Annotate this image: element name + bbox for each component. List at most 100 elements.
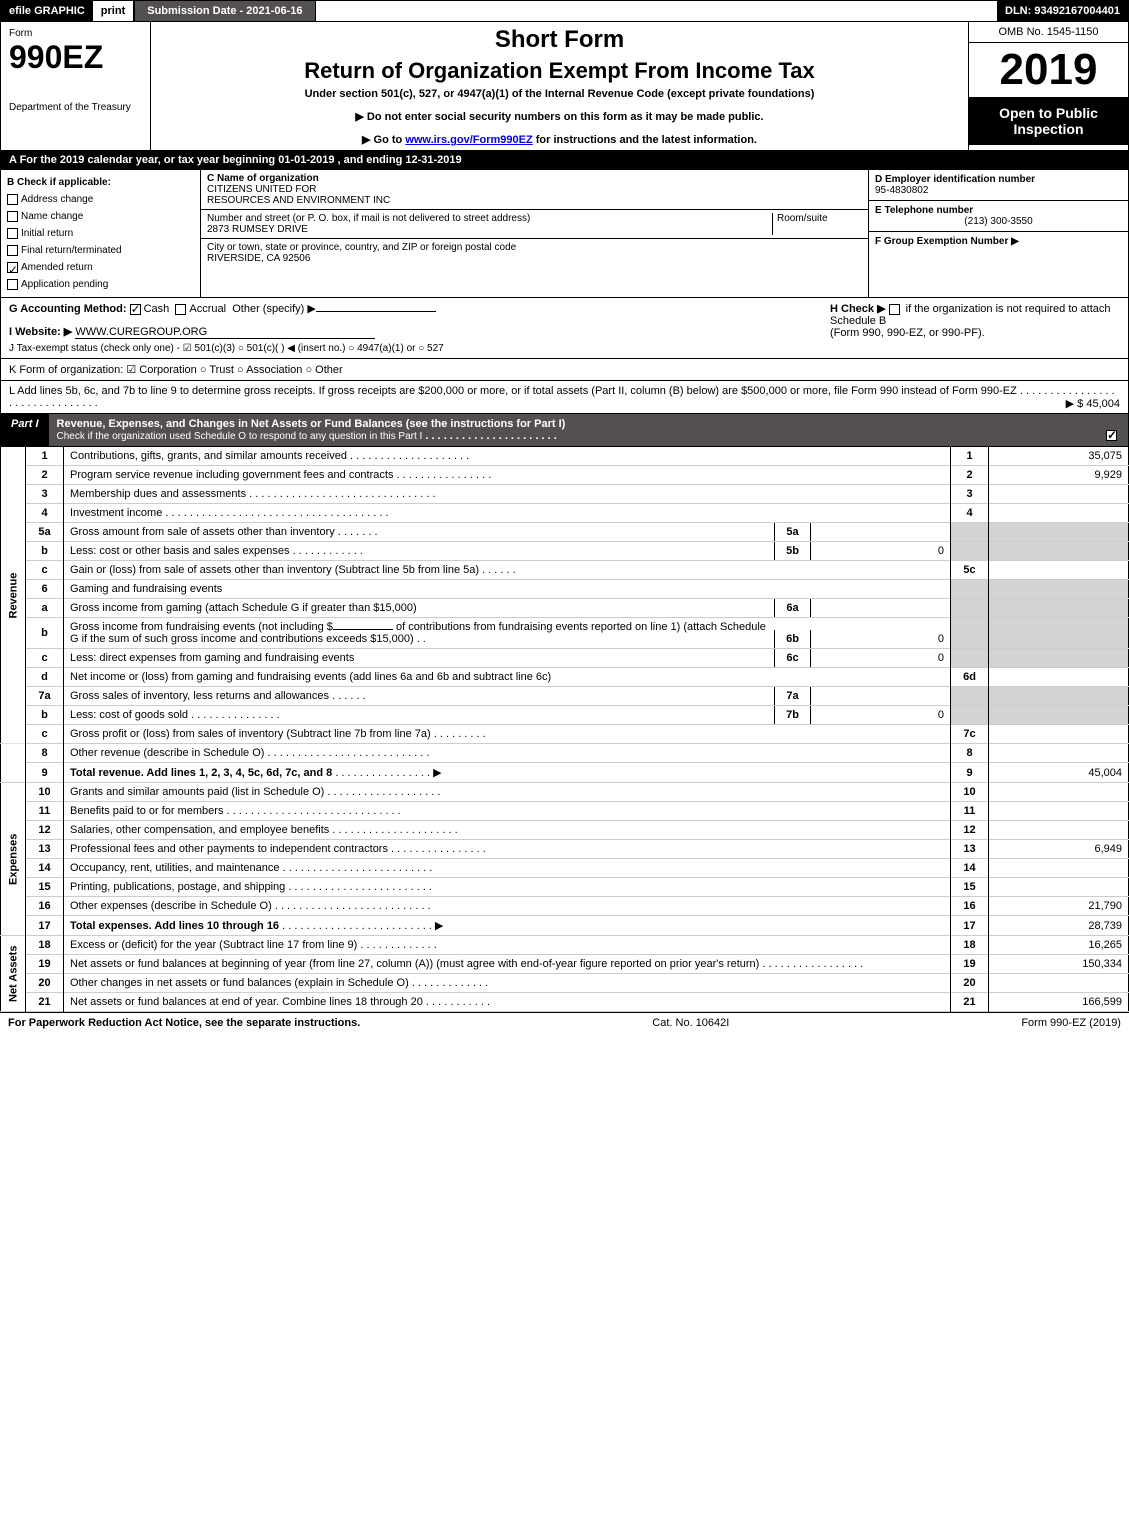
d-block: D Employer identification number 95-4830… bbox=[869, 170, 1128, 201]
h-text2: (Form 990, 990-EZ, or 990-PF). bbox=[830, 327, 985, 339]
footer-left: For Paperwork Reduction Act Notice, see … bbox=[8, 1017, 360, 1029]
l16-desc: Other expenses (describe in Schedule O) bbox=[70, 900, 272, 912]
line-20: 20Other changes in net assets or fund ba… bbox=[1, 974, 1129, 993]
line-10: Expenses10Grants and similar amounts pai… bbox=[1, 783, 1129, 802]
form-right-block: OMB No. 1545-1150 2019 Open to Public In… bbox=[968, 22, 1128, 150]
line-15: 15Printing, publications, postage, and s… bbox=[1, 878, 1129, 897]
form-title-block: Short Form Return of Organization Exempt… bbox=[151, 22, 968, 150]
line-9: 9Total revenue. Add lines 1, 2, 3, 4, 5c… bbox=[1, 763, 1129, 783]
l6b-blank[interactable] bbox=[333, 629, 393, 630]
line-5a: 5aGross amount from sale of assets other… bbox=[1, 523, 1129, 542]
line-8: 8Other revenue (describe in Schedule O) … bbox=[1, 744, 1129, 763]
l6a-desc: Gross income from gaming (attach Schedul… bbox=[70, 602, 417, 614]
line-16: 16Other expenses (describe in Schedule O… bbox=[1, 897, 1129, 916]
l15-desc: Printing, publications, postage, and shi… bbox=[70, 881, 285, 893]
line-17: 17Total expenses. Add lines 10 through 1… bbox=[1, 916, 1129, 936]
cb-amended[interactable] bbox=[7, 262, 18, 273]
line-6c: cLess: direct expenses from gaming and f… bbox=[1, 649, 1129, 668]
l17-desc: Total expenses. Add lines 10 through 16 bbox=[70, 920, 279, 932]
form-number: 990EZ bbox=[9, 39, 142, 76]
l6c-desc: Less: direct expenses from gaming and fu… bbox=[70, 652, 354, 664]
cb-accrual[interactable] bbox=[175, 304, 186, 315]
right-info: D Employer identification number 95-4830… bbox=[868, 170, 1128, 297]
c-name: CITIZENS UNITED FOR RESOURCES AND ENVIRO… bbox=[207, 184, 862, 206]
opt-name: Name change bbox=[7, 208, 194, 225]
f-label: F Group Exemption Number ▶ bbox=[875, 236, 1122, 247]
tax-year: 2019 bbox=[969, 43, 1128, 97]
irs-link[interactable]: www.irs.gov/Form990EZ bbox=[405, 134, 532, 146]
line-1: Revenue 1Contributions, gifts, grants, a… bbox=[1, 447, 1129, 466]
part1-title: Revenue, Expenses, and Changes in Net As… bbox=[49, 414, 1128, 446]
h-label: H Check ▶ bbox=[830, 303, 886, 315]
form-id-block: Form 990EZ Department of the Treasury bbox=[1, 22, 151, 150]
g-other-line[interactable] bbox=[316, 311, 436, 312]
addr-val: 2873 RUMSEY DRIVE bbox=[207, 224, 772, 235]
row-l: L Add lines 5b, 6c, and 7b to line 9 to … bbox=[0, 381, 1129, 414]
addr-row: Number and street (or P. O. box, if mail… bbox=[201, 210, 868, 239]
cb-initial[interactable] bbox=[7, 228, 18, 239]
d-label: D Employer identification number bbox=[875, 174, 1122, 185]
cb-name[interactable] bbox=[7, 211, 18, 222]
part1-title-text: Revenue, Expenses, and Changes in Net As… bbox=[57, 418, 566, 430]
c-label: C Name of organization bbox=[207, 173, 862, 184]
l11-desc: Benefits paid to or for members bbox=[70, 805, 223, 817]
print-button[interactable]: print bbox=[93, 1, 135, 21]
top-bar: efile GRAPHIC print Submission Date - 20… bbox=[0, 0, 1129, 22]
dept-label: Department of the Treasury bbox=[9, 102, 142, 113]
goto-post: for instructions and the latest informat… bbox=[533, 134, 757, 146]
cb-h[interactable] bbox=[889, 304, 900, 315]
org-info: C Name of organization CITIZENS UNITED F… bbox=[201, 170, 868, 297]
h-block: H Check ▶ if the organization is not req… bbox=[820, 302, 1120, 354]
section-b: B Check if applicable: Address change Na… bbox=[0, 170, 1129, 298]
cb-part1[interactable] bbox=[1106, 430, 1117, 441]
line-7c: cGross profit or (loss) from sales of in… bbox=[1, 725, 1129, 744]
l19-desc: Net assets or fund balances at beginning… bbox=[70, 958, 759, 970]
open-public-label: Open to Public Inspection bbox=[969, 97, 1128, 145]
cb-pending[interactable] bbox=[7, 279, 18, 290]
city-row: City or town, state or province, country… bbox=[201, 239, 868, 267]
short-form-title: Short Form bbox=[159, 26, 960, 54]
line-18: Net Assets18Excess or (deficit) for the … bbox=[1, 936, 1129, 955]
cb-final[interactable] bbox=[7, 245, 18, 256]
line-11: 11Benefits paid to or for members . . . … bbox=[1, 802, 1129, 821]
l5a-desc: Gross amount from sale of assets other t… bbox=[70, 526, 335, 538]
opt-pending: Application pending bbox=[7, 276, 194, 293]
website-link[interactable]: WWW.CUREGROUP.ORG bbox=[75, 326, 375, 339]
line-19: 19Net assets or fund balances at beginni… bbox=[1, 955, 1129, 974]
instructions-link-row: ▶ Go to www.irs.gov/Form990EZ for instru… bbox=[159, 133, 960, 146]
part1-table: Revenue 1Contributions, gifts, grants, a… bbox=[0, 447, 1129, 1012]
netassets-label: Net Assets bbox=[1, 936, 26, 1012]
opt-final: Final return/terminated bbox=[7, 242, 194, 259]
efile-label: efile GRAPHIC bbox=[1, 1, 93, 21]
line-6a: aGross income from gaming (attach Schedu… bbox=[1, 599, 1129, 618]
revenue-label: Revenue bbox=[1, 447, 26, 744]
line-7b: bLess: cost of goods sold . . . . . . . … bbox=[1, 706, 1129, 725]
l21-desc: Net assets or fund balances at end of ye… bbox=[70, 996, 423, 1008]
cb-address[interactable] bbox=[7, 194, 18, 205]
opt-initial: Initial return bbox=[7, 225, 194, 242]
l7a-desc: Gross sales of inventory, less returns a… bbox=[70, 690, 329, 702]
cb-cash[interactable] bbox=[130, 304, 141, 315]
l5b-desc: Less: cost or other basis and sales expe… bbox=[70, 545, 290, 557]
line-12: 12Salaries, other compensation, and empl… bbox=[1, 821, 1129, 840]
expenses-label: Expenses bbox=[1, 783, 26, 936]
l18-desc: Excess or (deficit) for the year (Subtra… bbox=[70, 939, 357, 951]
i-label: I Website: ▶ bbox=[9, 326, 72, 338]
l10-desc: Grants and similar amounts paid (list in… bbox=[70, 786, 324, 798]
g-cash: Cash bbox=[144, 303, 170, 315]
form-header: Form 990EZ Department of the Treasury Sh… bbox=[0, 22, 1129, 151]
footer-right: Form 990-EZ (2019) bbox=[1021, 1017, 1121, 1029]
part1-note: Check if the organization used Schedule … bbox=[57, 431, 423, 442]
line-4: 4Investment income . . . . . . . . . . .… bbox=[1, 504, 1129, 523]
j-row: J Tax-exempt status (check only one) - ☑… bbox=[9, 343, 820, 354]
l6b-desc1: Gross income from fundraising events (no… bbox=[70, 621, 333, 633]
spacer bbox=[316, 1, 997, 21]
l12-desc: Salaries, other compensation, and employ… bbox=[70, 824, 329, 836]
line-21: 21Net assets or fund balances at end of … bbox=[1, 993, 1129, 1012]
addr-label: Number and street (or P. O. box, if mail… bbox=[207, 213, 772, 224]
city-val: RIVERSIDE, CA 92506 bbox=[207, 253, 516, 264]
form-subtitle: Under section 501(c), 527, or 4947(a)(1)… bbox=[159, 88, 960, 100]
line-6b: bGross income from fundraising events (n… bbox=[1, 618, 1129, 649]
e-label: E Telephone number bbox=[875, 205, 1122, 216]
l5c-desc: Gain or (loss) from sale of assets other… bbox=[70, 564, 479, 576]
